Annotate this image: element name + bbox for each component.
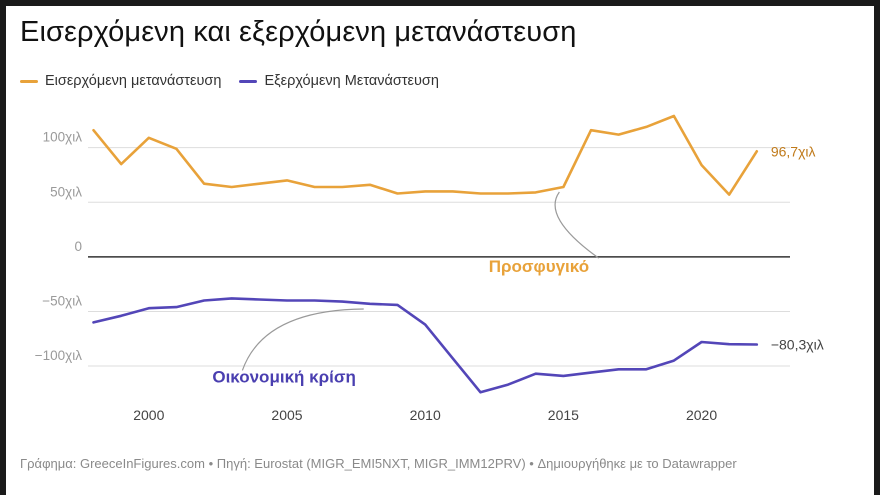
annotation-economic-crisis: Οικονομική κρίση [212,367,356,386]
x-tick-label: 2015 [548,407,579,423]
chart-legend: Εισερχόμενη μετανάστευση Εξερχόμενη Μετα… [20,73,457,89]
end-label-immigration: 96,7χιλ [771,143,816,159]
series-line-immigration [92,114,759,196]
annotation-connector [554,191,600,259]
legend-swatch-emigration [239,79,258,83]
legend-item-emigration: Εξερχόμενη Μετανάστευση [239,73,439,89]
annotation-connector [241,308,364,371]
legend-label-emigration: Εξερχόμενη Μετανάστευση [264,73,439,89]
series-line-emigration [92,297,759,394]
y-tick-label: −100χιλ [35,348,82,363]
x-tick-label: 2000 [133,407,164,423]
y-tick-label: 100χιλ [43,130,83,145]
chart-title: Εισερχόμενη και εξερχόμενη μετανάστευση [20,16,577,48]
legend-label-immigration: Εισερχόμενη μετανάστευση [45,73,222,89]
x-tick-label: 2020 [686,407,717,423]
end-label-emigration: −80,3χιλ [771,337,824,353]
y-tick-label: 50χιλ [50,184,82,199]
chart-footer: Γράφημα: GreeceInFigures.com • Πηγή: Eur… [20,456,737,471]
x-tick-label: 2010 [410,407,441,423]
legend-swatch-immigration [20,79,38,83]
x-tick-label: 2005 [271,407,302,423]
y-tick-label: 0 [74,239,82,254]
annotation-refugee: Προσφυγικό [489,257,589,276]
legend-item-immigration: Εισερχόμενη μετανάστευση [20,73,221,89]
y-tick-label: −50χιλ [42,293,82,308]
